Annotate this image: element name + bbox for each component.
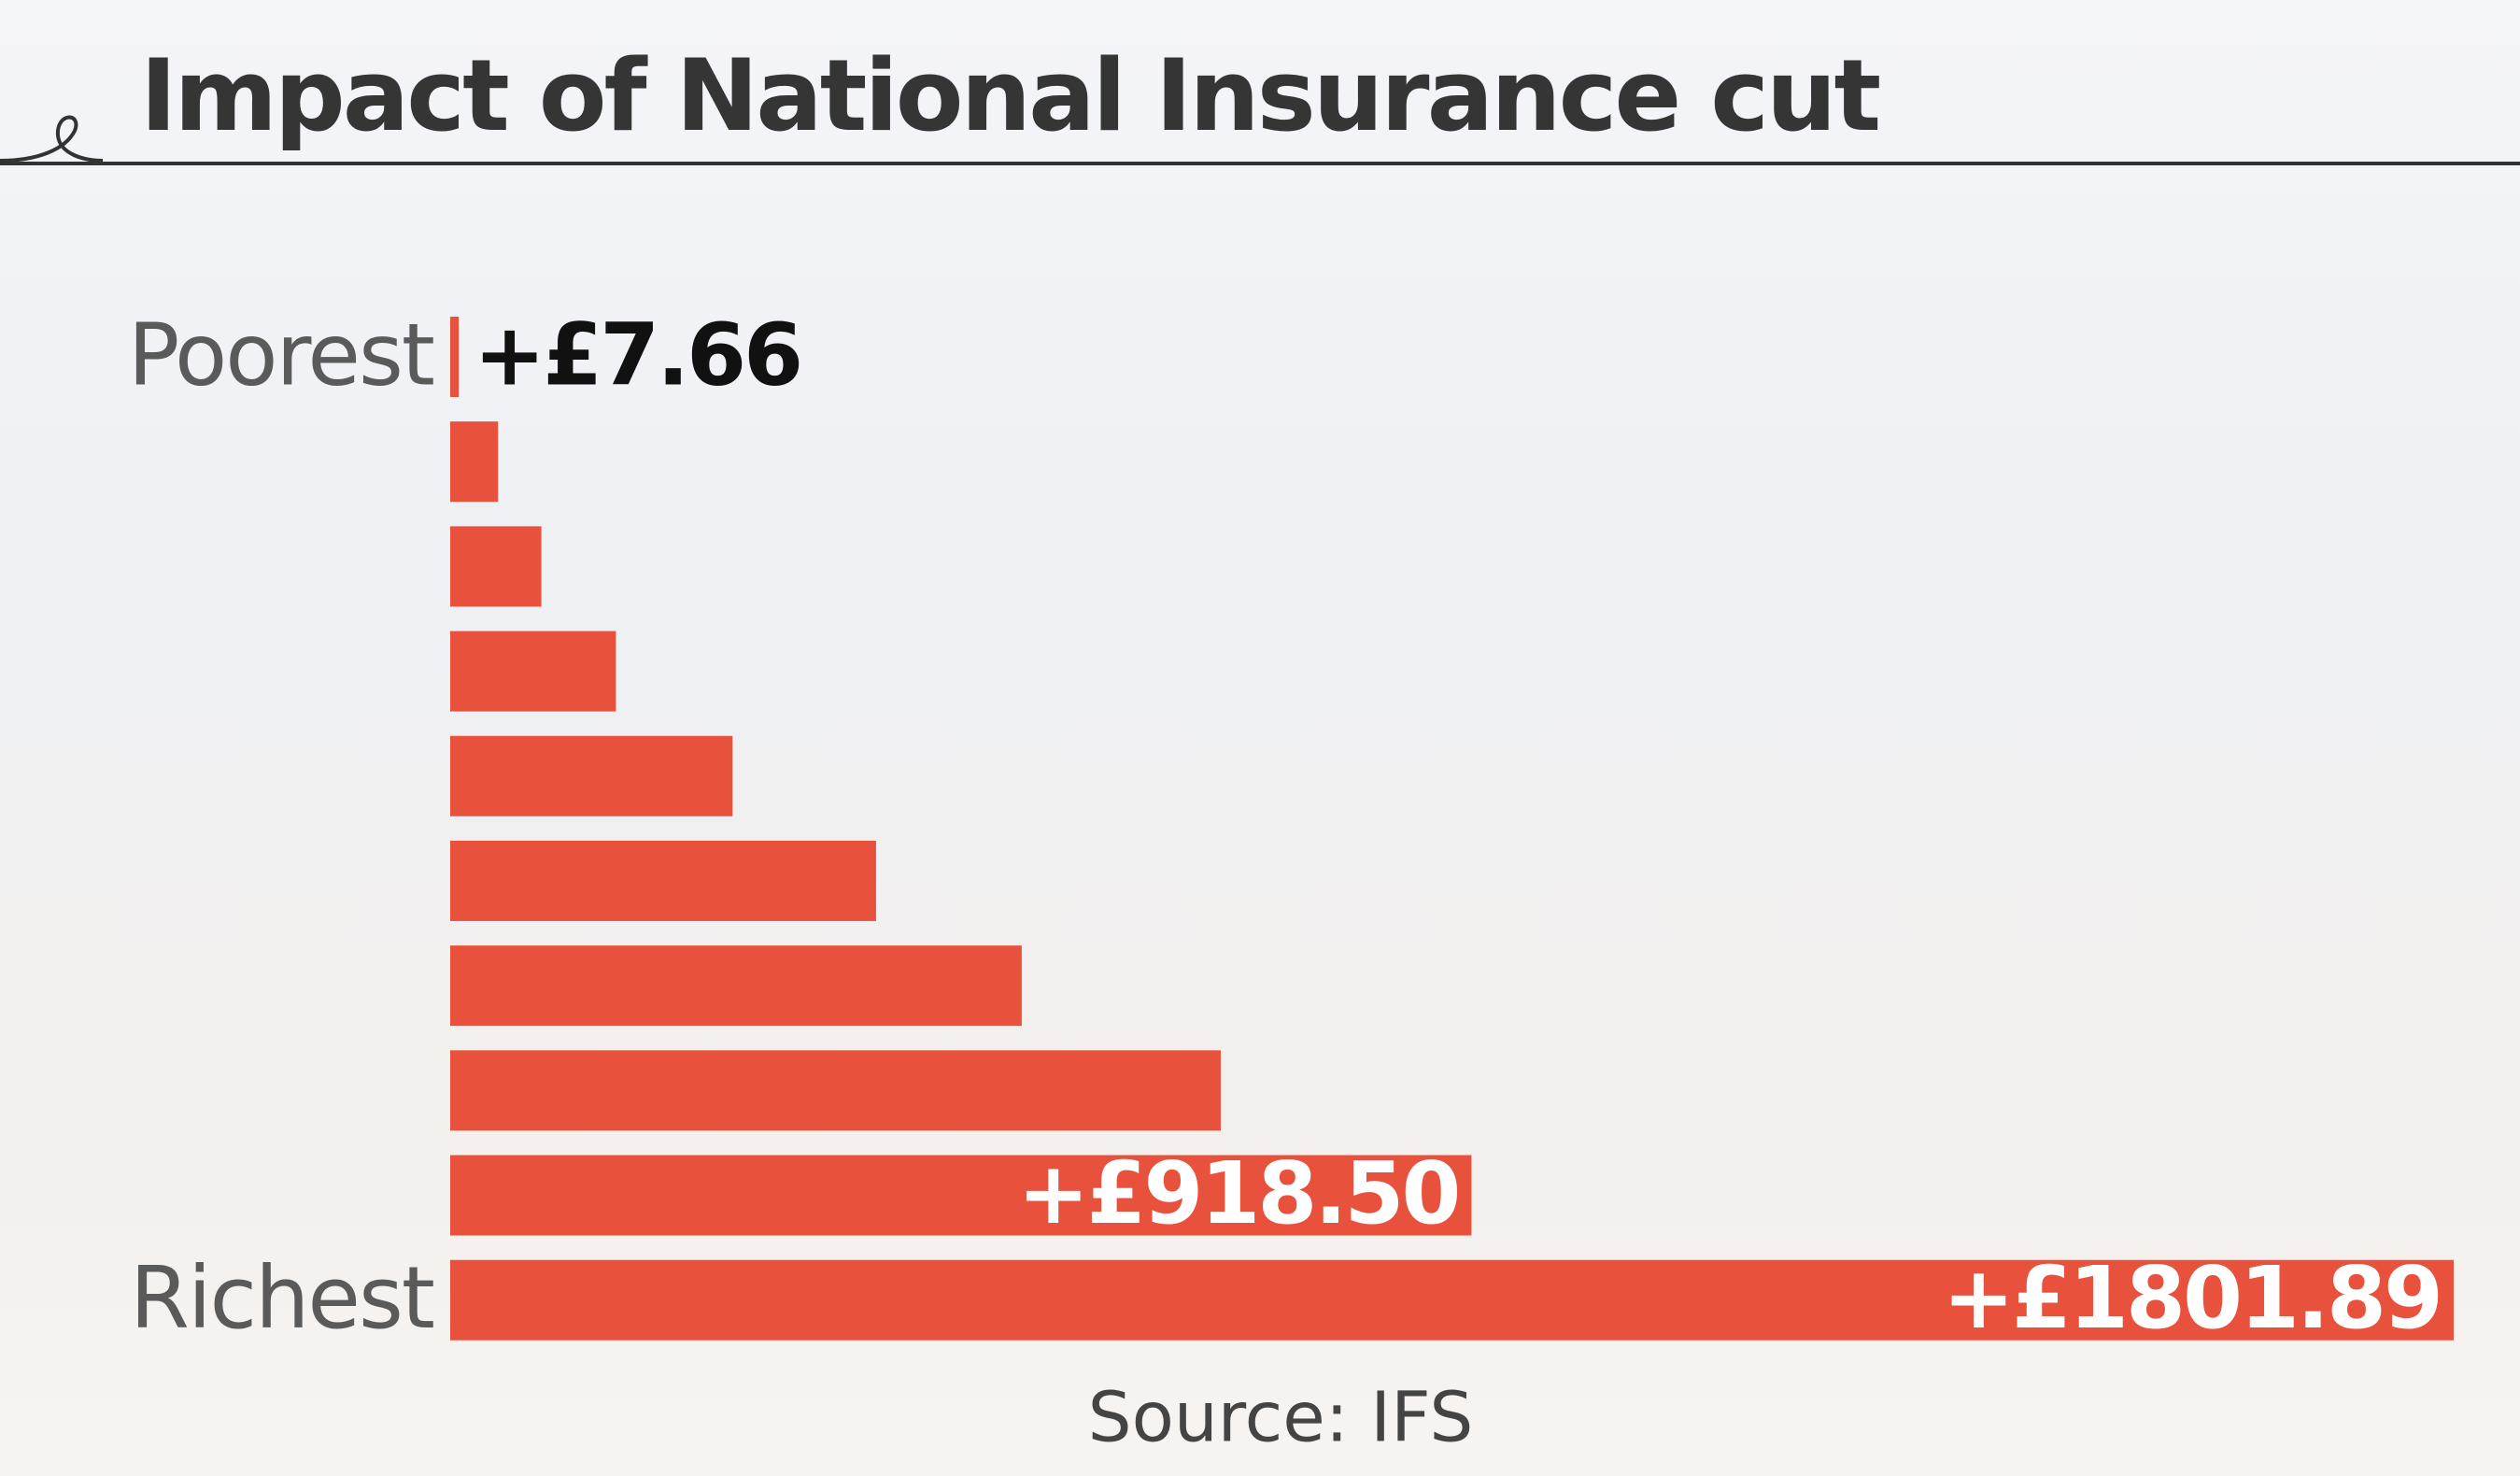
- title-flourish: [0, 115, 104, 163]
- bar: [450, 735, 733, 816]
- bar: [450, 1155, 1472, 1236]
- category-label: Richest: [130, 1248, 433, 1348]
- category-label: Poorest: [128, 305, 433, 404]
- bar: [450, 421, 499, 503]
- bar: [450, 631, 616, 712]
- chart-title: Impact of National Insurance cut: [140, 38, 1879, 153]
- bar: [450, 840, 876, 921]
- bar: [450, 945, 1022, 1027]
- value-label: +£918.50: [1017, 1143, 1458, 1243]
- value-label: +£7.66: [474, 305, 800, 404]
- source: Source: IFS: [1088, 1378, 1474, 1458]
- bar: [450, 1050, 1221, 1131]
- bar: [450, 317, 460, 397]
- bar: [450, 526, 542, 607]
- value-label: +£1801.89: [1943, 1248, 2441, 1348]
- bar: [450, 1259, 2454, 1341]
